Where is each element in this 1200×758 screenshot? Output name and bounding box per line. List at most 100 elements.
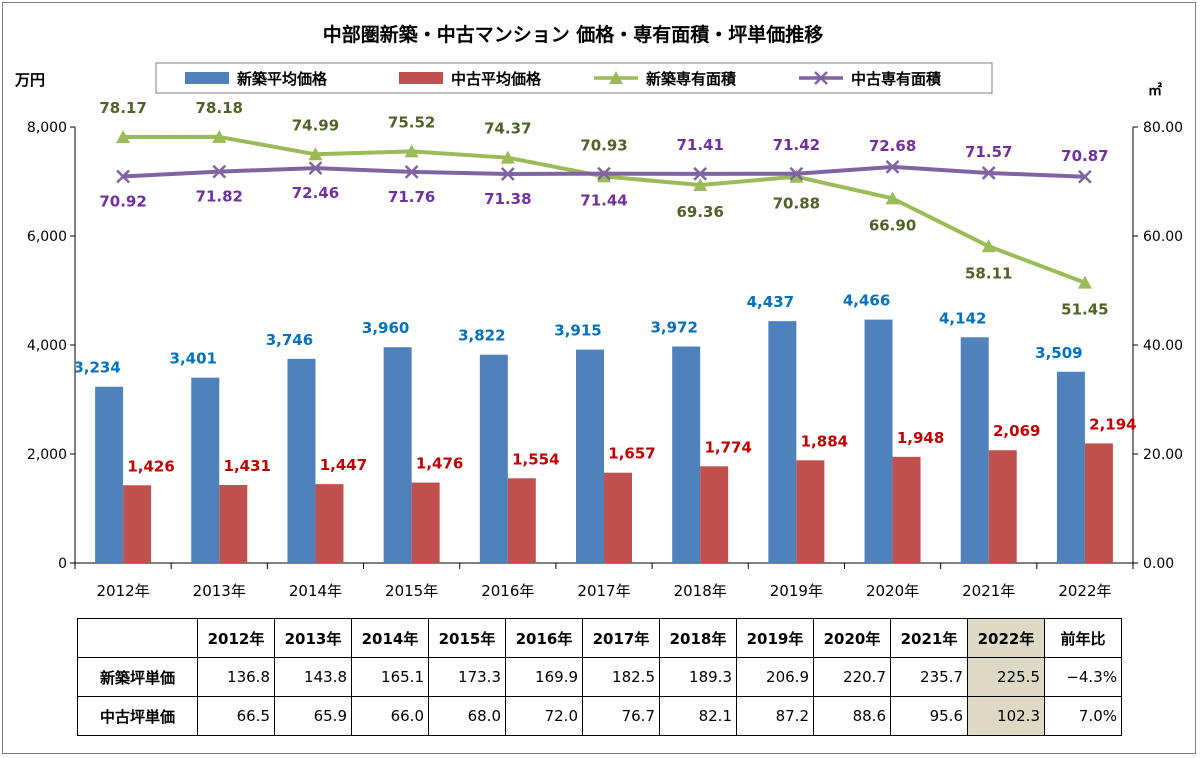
y-right-tick-label: 80.00 <box>1143 120 1183 136</box>
line-data-label: 71.44 <box>580 192 627 210</box>
bar-data-label: 3,509 <box>1035 344 1082 362</box>
bar-new-price <box>191 377 220 563</box>
data-labels: 3,234 3,401 3,746 3,960 3,822 3,915 3,972 4,437… <box>73 99 1136 475</box>
x-marker <box>308 161 323 175</box>
table-row: 中古坪単価 66.5 65.9 66.0 68.0 72.0 76.7 82.1 87.2 88.… <box>77 696 1122 736</box>
triangle-marker <box>404 144 419 158</box>
bar-data-label: 3,915 <box>554 322 601 340</box>
bar-used-price <box>219 485 248 563</box>
bar-new-price <box>960 337 989 563</box>
bar-new-price <box>864 319 893 563</box>
table-cell: 235.7 <box>890 657 968 697</box>
line-data-label: 71.76 <box>388 188 435 206</box>
table-cell: 136.8 <box>197 657 275 697</box>
line-data-label: 71.57 <box>965 143 1012 161</box>
x-marker <box>404 165 419 179</box>
bar-new-price <box>768 321 797 563</box>
line-data-label: 78.17 <box>99 99 146 117</box>
y-left-tick-label: 4,000 <box>27 338 67 354</box>
table-cell: 165.1 <box>351 657 429 697</box>
bar-data-label: 2,194 <box>1089 415 1136 433</box>
triangle-marker <box>597 169 611 183</box>
legend-label: 新築専有面積 <box>646 70 737 88</box>
line-data-label: 71.41 <box>676 136 723 154</box>
bar-data-label: 3,234 <box>73 359 120 377</box>
triangle-marker <box>789 169 804 183</box>
legend-swatch <box>399 72 443 84</box>
table-header-cell: 2019年 <box>736 618 814 658</box>
line-data-label: 58.11 <box>965 264 1012 282</box>
line-data-label: 66.90 <box>869 216 916 234</box>
table-cell: 7.0% <box>1044 696 1122 736</box>
x-tick-label: 2017年 <box>577 582 630 600</box>
triangle-marker <box>500 150 515 164</box>
line-data-label: 70.87 <box>1061 147 1108 165</box>
table-cell: −4.3% <box>1044 657 1122 697</box>
legend-swatch <box>185 72 229 84</box>
combo-chart: 中部圏新築・中古マンション 価格・専有面積・坪単価推移 新築平均価格 中古平均価格… <box>14 23 1183 600</box>
bar-used-price <box>411 482 440 563</box>
table-cell: 225.5 <box>967 657 1045 697</box>
bar-data-label: 4,437 <box>747 293 794 311</box>
bar-new-price <box>287 358 316 563</box>
y-right-tick-label: 60.00 <box>1143 229 1183 245</box>
table-cell: 220.7 <box>813 657 891 697</box>
table-header-cell: 2018年 <box>659 618 737 658</box>
y-right-tick-label: 20.00 <box>1143 447 1183 463</box>
table-row-label: 新築坪単価 <box>77 657 198 697</box>
bar-data-label: 1,476 <box>416 455 463 473</box>
x-marker <box>981 166 996 180</box>
bar-used-price <box>123 485 152 563</box>
x-tick-label: 2018年 <box>674 582 727 600</box>
bar-data-label: 4,466 <box>843 292 890 310</box>
chart-title: 中部圏新築・中古マンション 価格・専有面積・坪単価推移 <box>323 23 824 46</box>
triangle-marker <box>116 129 131 143</box>
x-tick-label: 2014年 <box>289 582 342 600</box>
table-cell: 173.3 <box>428 657 506 697</box>
table-row-label: 中古坪単価 <box>77 696 198 736</box>
table-header-row: 2012年 2013年 2014年 2015年 2016年 2017年 2018年 2019年… <box>77 618 1122 658</box>
table-cell: 143.8 <box>274 657 352 697</box>
line-data-label: 71.82 <box>196 188 243 206</box>
legend-x-marker <box>814 71 828 85</box>
triangle-marker <box>981 239 996 253</box>
table-header-cell: 2016年 <box>505 618 583 658</box>
table-cell: 102.3 <box>967 696 1045 736</box>
bar-new-price <box>383 347 412 563</box>
bar-used-price <box>700 466 729 563</box>
table-header-cell: 2012年 <box>197 618 275 658</box>
y-left-tick-label: 8,000 <box>27 120 67 136</box>
bar-series <box>95 319 1113 563</box>
bar-data-label: 3,822 <box>458 327 505 345</box>
line-data-label: 78.18 <box>196 99 243 117</box>
bar-data-label: 3,401 <box>170 350 217 368</box>
y-right-axis-label: ㎡ <box>1148 82 1162 99</box>
y-left-tick-label: 6,000 <box>27 229 67 245</box>
x-tick-label: 2016年 <box>481 582 534 600</box>
price-per-tsubo-table: 2012年 2013年 2014年 2015年 2016年 2017年 2018年 2019年… <box>77 618 1122 736</box>
table-header-cell: 2020年 <box>813 618 891 658</box>
table-cell: 169.9 <box>505 657 583 697</box>
x-marker <box>1078 169 1092 184</box>
bar-new-price <box>1056 371 1085 563</box>
line-series <box>116 129 1092 289</box>
line-data-label: 74.37 <box>484 120 531 138</box>
bar-data-label: 2,069 <box>993 422 1040 440</box>
bar-data-label: 3,960 <box>362 319 409 337</box>
table-cell: 182.5 <box>582 657 660 697</box>
x-tick-label: 2013年 <box>193 582 246 600</box>
line-data-label: 71.42 <box>773 136 820 154</box>
table-cell: 65.9 <box>274 696 352 736</box>
x-tick-label: 2021年 <box>962 582 1015 600</box>
x-tick-label: 2015年 <box>385 582 438 600</box>
x-tick-label: 2020年 <box>866 582 919 600</box>
bar-used-price <box>315 484 344 563</box>
line-data-label: 51.45 <box>1061 301 1108 319</box>
bar-data-label: 1,554 <box>512 450 559 468</box>
table-corner-cell <box>77 618 198 658</box>
bar-data-label: 3,972 <box>650 319 697 337</box>
table-cell: 76.7 <box>582 696 660 736</box>
bar-new-price <box>576 349 604 563</box>
table-cell: 87.2 <box>736 696 814 736</box>
